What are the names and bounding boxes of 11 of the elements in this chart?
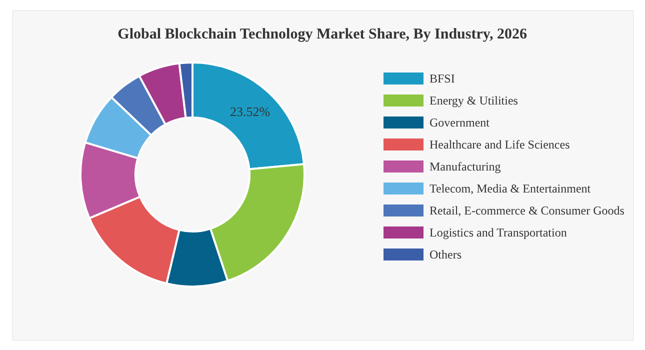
legend-label: Others	[430, 248, 462, 262]
legend-label: Manufacturing	[430, 160, 501, 174]
legend-label: Healthcare and Life Sciences	[430, 138, 570, 152]
data-label: 23.52%	[230, 104, 270, 119]
legend-label: Retail, E-commerce & Consumer Goods	[430, 204, 625, 218]
legend-label: Government	[430, 116, 490, 130]
legend-label: Energy & Utilities	[430, 94, 518, 108]
legend-label: BFSI	[430, 72, 455, 86]
chart-title: Global Blockchain Technology Market Share, By Industry, 2026	[118, 26, 528, 42]
legend-label: Telecom, Media & Entertainment	[430, 182, 592, 196]
legend-label: Logistics and Transportation	[430, 226, 567, 240]
